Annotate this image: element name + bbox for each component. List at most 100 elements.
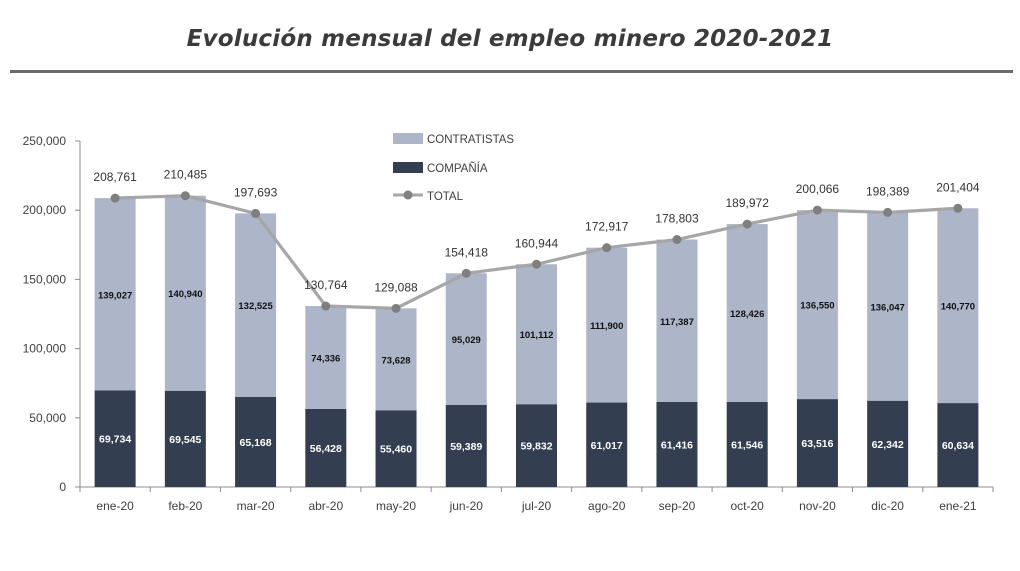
bar-compania	[235, 396, 277, 487]
data-label-contratistas: 136,047	[870, 303, 904, 314]
total-point	[461, 268, 471, 278]
bar-compania	[164, 390, 206, 487]
x-tick-label: may-20	[376, 499, 416, 513]
total-point	[883, 207, 893, 217]
data-label-compania: 62,342	[872, 439, 904, 451]
data-label-total: 189,972	[725, 196, 769, 210]
bar-contratistas	[867, 212, 909, 401]
data-label-contratistas: 140,940	[168, 289, 202, 300]
bar-contratistas	[586, 247, 628, 403]
y-tick-label: 250,000	[23, 134, 67, 148]
data-label-contratistas: 128,426	[730, 309, 764, 320]
x-tick-label: ene-20	[96, 499, 134, 513]
x-tick-label: abr-20	[308, 499, 343, 513]
total-point	[742, 219, 752, 229]
bar-contratistas	[445, 273, 487, 405]
data-label-compania: 61,017	[591, 440, 623, 452]
chart-title: Evolución mensual del empleo minero 2020…	[186, 26, 834, 52]
total-point	[812, 205, 822, 215]
bar-compania	[94, 390, 136, 487]
data-label-total: 154,418	[445, 245, 489, 259]
y-tick-label: 200,000	[23, 203, 67, 217]
bar-compania	[867, 400, 909, 487]
data-label-contratistas: 117,387	[660, 317, 694, 328]
legend-label-contratistas: CONTRATISTAS	[427, 134, 514, 146]
data-label-total: 129,088	[374, 280, 418, 294]
data-label-compania: 59,389	[450, 441, 482, 453]
legend-swatch-contratistas	[393, 133, 423, 144]
data-label-total: 178,803	[655, 212, 699, 226]
bar-compania	[796, 399, 838, 487]
total-point	[180, 191, 190, 201]
data-label-total: 210,485	[164, 168, 208, 182]
bar-contratistas	[375, 308, 417, 411]
bar-compania	[586, 402, 628, 487]
bar-contratistas	[796, 210, 838, 400]
total-point	[532, 259, 541, 269]
bar-contratistas	[937, 208, 979, 404]
legend-label-compania: COMPAÑÍA	[427, 162, 488, 175]
data-label-total: 172,917	[585, 220, 629, 234]
data-label-compania: 55,460	[380, 444, 412, 456]
y-tick-label: 0	[59, 480, 66, 494]
legend-label-total: TOTAL	[427, 191, 464, 203]
bar-compania	[445, 404, 487, 487]
title-divider	[10, 70, 1013, 73]
total-point	[672, 235, 682, 245]
data-label-compania: 69,734	[99, 434, 131, 446]
y-tick-label: 150,000	[23, 272, 67, 286]
total-point	[251, 208, 261, 218]
y-tick-label: 100,000	[23, 342, 67, 356]
bar-contratistas	[516, 264, 557, 405]
data-label-total: 200,066	[796, 182, 840, 196]
bar-compania	[937, 403, 979, 487]
data-label-contratistas: 111,900	[590, 321, 623, 332]
total-point	[953, 203, 963, 213]
y-tick-label: 50,000	[29, 411, 66, 425]
data-label-compania: 60,634	[942, 440, 974, 452]
data-label-compania: 59,832	[520, 441, 552, 453]
data-label-contratistas: 140,770	[941, 302, 975, 313]
data-label-compania: 63,516	[801, 438, 833, 450]
data-label-compania: 61,546	[731, 439, 763, 451]
data-label-contratistas: 132,525	[238, 301, 273, 312]
bar-contratistas	[94, 198, 136, 391]
data-label-contratistas: 73,628	[382, 355, 411, 366]
data-label-total: 160,944	[515, 236, 559, 250]
bar-contratistas	[305, 306, 347, 409]
legend-swatch-compania	[393, 162, 423, 173]
data-label-contratistas: 136,550	[800, 301, 834, 312]
legend-swatch-total-marker	[403, 190, 413, 200]
data-label-contratistas: 101,112	[520, 330, 554, 341]
x-tick-label: jul-20	[521, 499, 552, 513]
data-label-total: 130,764	[304, 278, 348, 292]
bar-compania	[726, 401, 768, 487]
x-tick-label: mar-20	[237, 499, 275, 513]
data-label-compania: 69,545	[169, 434, 201, 446]
data-label-compania: 61,416	[661, 440, 693, 452]
x-tick-label: ene-21	[939, 499, 977, 513]
x-tick-label: nov-20	[799, 499, 836, 513]
data-label-total: 197,693	[234, 185, 278, 199]
data-label-contratistas: 139,027	[98, 290, 132, 301]
data-label-contratistas: 95,029	[452, 335, 481, 346]
data-label-total: 208,761	[93, 170, 137, 184]
bar-compania	[516, 404, 557, 487]
x-tick-label: feb-20	[168, 499, 202, 513]
data-label-compania: 56,428	[310, 443, 342, 455]
data-label-compania: 65,168	[240, 437, 272, 449]
x-tick-label: oct-20	[731, 499, 765, 513]
x-tick-label: jun-20	[449, 499, 484, 513]
data-label-contratistas: 74,336	[311, 353, 340, 364]
total-point	[602, 243, 612, 253]
total-point	[110, 193, 120, 203]
bar-compania	[375, 410, 417, 487]
bar-contratistas	[656, 239, 698, 403]
bar-contratistas	[235, 213, 277, 397]
bar-contratistas	[164, 195, 206, 391]
data-label-total: 201,404	[936, 180, 980, 194]
x-tick-label: sep-20	[659, 499, 696, 513]
total-point	[321, 301, 331, 311]
x-tick-label: ago-20	[588, 499, 626, 513]
